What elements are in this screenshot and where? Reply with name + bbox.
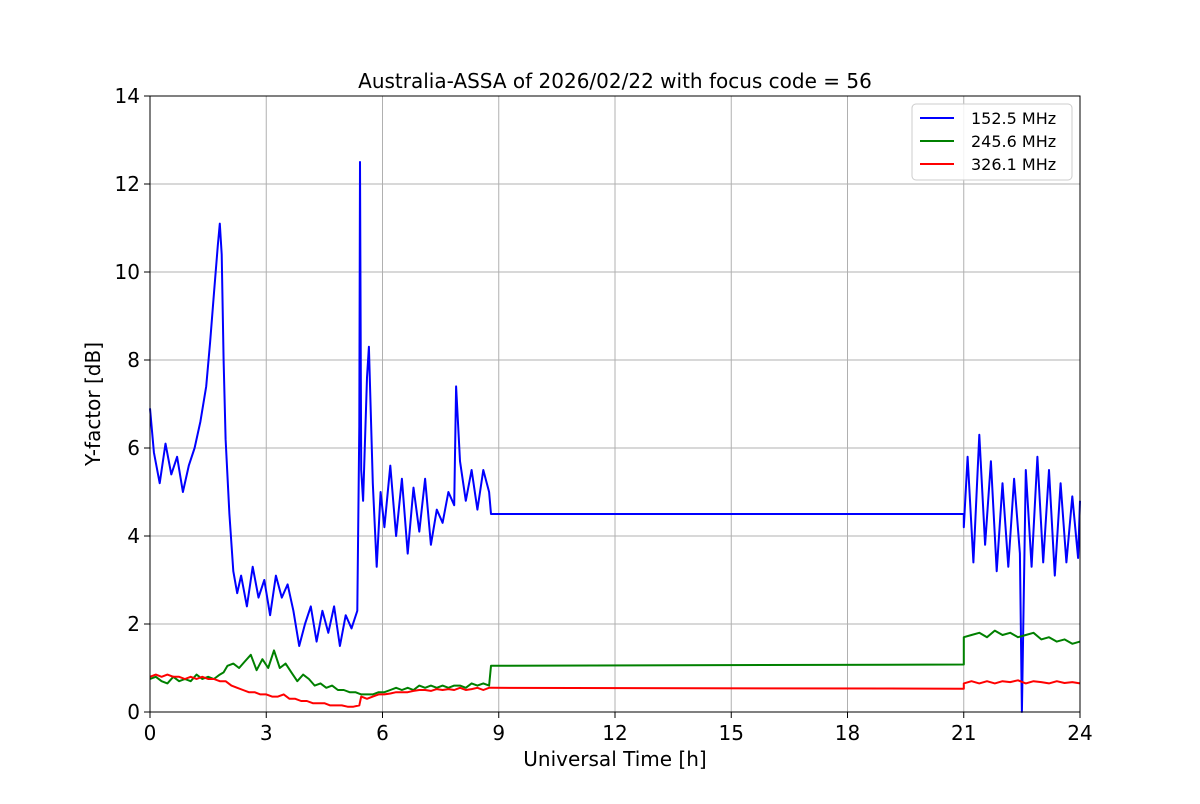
- x-tick-label: 3: [260, 721, 273, 745]
- y-tick-label: 8: [127, 348, 140, 372]
- series-line-2: [149, 673, 1081, 708]
- series-line-1: [149, 629, 1081, 696]
- x-axis-label: Universal Time [h]: [523, 747, 706, 771]
- legend-box: [911, 103, 1073, 181]
- y-tick-label: 6: [127, 436, 140, 460]
- y-tick-label: 4: [127, 524, 140, 548]
- x-tick-label: 0: [144, 721, 157, 745]
- legend-label-2: 326.1 MHz: [971, 155, 1056, 174]
- chart-title: Australia-ASSA of 2026/02/22 with focus …: [358, 69, 872, 93]
- x-tick-label: 6: [376, 721, 389, 745]
- y-axis-label: Y-factor [dB]: [81, 342, 105, 467]
- x-tick-label: 18: [835, 721, 860, 745]
- x-tick-label: 15: [719, 721, 744, 745]
- legend: 152.5 MHz 245.6 MHz 326.1 MHz: [911, 103, 1073, 181]
- y-tick-label: 10: [115, 260, 140, 284]
- series-lines: [149, 161, 1081, 713]
- legend-label-1: 245.6 MHz: [971, 132, 1056, 151]
- x-tick-label: 12: [602, 721, 627, 745]
- y-tick-label: 12: [115, 172, 140, 196]
- x-axis-ticks: 0 3 6 9 12 15 18 21 24: [144, 712, 1093, 745]
- x-tick-label: 9: [492, 721, 505, 745]
- series-line-0: [149, 161, 1081, 713]
- y-tick-label: 14: [115, 84, 140, 108]
- x-tick-label: 21: [951, 721, 976, 745]
- y-axis-ticks: 0 2 4 6 8 10 12 14: [115, 84, 150, 724]
- x-tick-label: 24: [1067, 721, 1092, 745]
- legend-label-0: 152.5 MHz: [971, 109, 1056, 128]
- y-tick-label: 2: [127, 612, 140, 636]
- y-tick-label: 0: [127, 700, 140, 724]
